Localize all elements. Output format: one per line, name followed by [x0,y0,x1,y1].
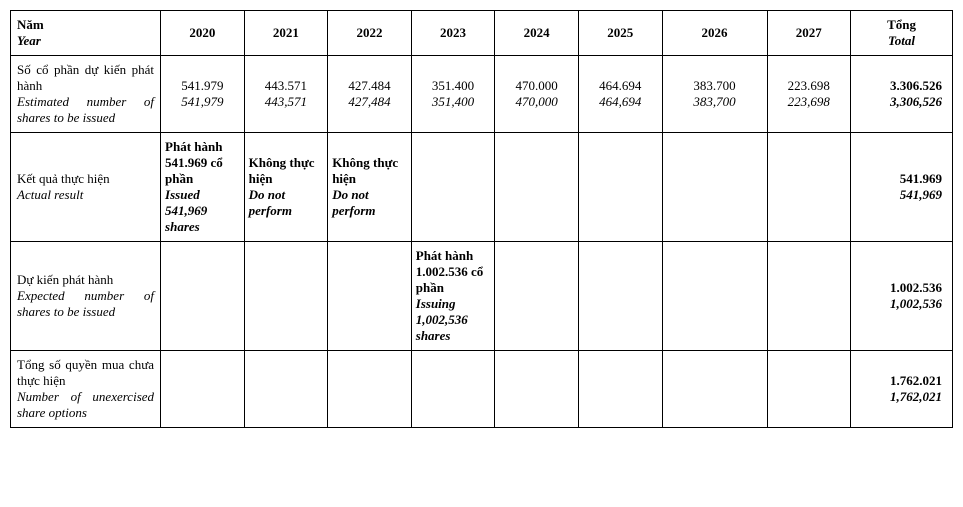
estimated-2027: 223.698223,698 [767,56,851,133]
header-total: Tổng Total [851,11,953,56]
unexercised-label-en: Number of unexercised share options [17,389,154,421]
estimated-2026: 383.700383,700 [662,56,767,133]
header-year-2026: 2026 [662,11,767,56]
actual-label-vi: Kết quả thực hiện [17,171,154,187]
estimated-label-vi: Số cổ phần dự kiến phát hành [17,62,154,94]
header-row: Năm Year 2020 2021 2022 2023 2024 2025 2… [11,11,953,56]
actual-2026 [662,133,767,242]
expected-label-vi: Dự kiến phát hành [17,272,154,288]
row-actual: Kết quả thực hiện Actual result Phát hàn… [11,133,953,242]
expected-2022 [328,242,412,351]
unexercised-2027 [767,351,851,428]
unexercised-total: 1.762.0211,762,021 [851,351,953,428]
unexercised-2024 [495,351,579,428]
actual-label-en: Actual result [17,187,154,203]
header-label-vi: Năm [17,17,154,33]
actual-total: 541.969541,969 [851,133,953,242]
header-year-2021: 2021 [244,11,328,56]
header-label: Năm Year [11,11,161,56]
expected-total: 1.002.5361,002,536 [851,242,953,351]
actual-2027 [767,133,851,242]
header-year-2020: 2020 [161,11,245,56]
expected-2027 [767,242,851,351]
unexercised-2020 [161,351,245,428]
header-year-2027: 2027 [767,11,851,56]
header-year-2023: 2023 [411,11,495,56]
expected-2024 [495,242,579,351]
actual-2022: Không thực hiệnDo not perform [328,133,412,242]
expected-2020 [161,242,245,351]
header-total-vi: Tổng [857,17,946,33]
expected-2023: Phát hành 1.002.536 cổ phầnIssuing 1,002… [411,242,495,351]
estimated-2023: 351.400351,400 [411,56,495,133]
unexercised-label-vi: Tổng số quyền mua chưa thực hiện [17,357,154,389]
header-year-2024: 2024 [495,11,579,56]
estimated-label-en: Estimated number of shares to be issued [17,94,154,126]
unexercised-label: Tổng số quyền mua chưa thực hiện Number … [11,351,161,428]
actual-2020: Phát hành 541.969 cổ phầnIssued 541,969 … [161,133,245,242]
header-year-2025: 2025 [578,11,662,56]
row-unexercised: Tổng số quyền mua chưa thực hiện Number … [11,351,953,428]
unexercised-2021 [244,351,328,428]
expected-2026 [662,242,767,351]
expected-label: Dự kiến phát hành Expected number of sha… [11,242,161,351]
estimated-2024: 470.000470,000 [495,56,579,133]
actual-2023 [411,133,495,242]
unexercised-2022 [328,351,412,428]
unexercised-2025 [578,351,662,428]
actual-label: Kết quả thực hiện Actual result [11,133,161,242]
actual-2024 [495,133,579,242]
header-label-en: Year [17,33,154,49]
estimated-2022: 427.484427,484 [328,56,412,133]
estimated-2025: 464.694464,694 [578,56,662,133]
row-estimated: Số cổ phần dự kiến phát hành Estimated n… [11,56,953,133]
unexercised-2026 [662,351,767,428]
share-options-table: Năm Year 2020 2021 2022 2023 2024 2025 2… [10,10,953,428]
actual-2021: Không thực hiệnDo not perform [244,133,328,242]
estimated-label: Số cổ phần dự kiến phát hành Estimated n… [11,56,161,133]
estimated-total: 3.306.5263,306,526 [851,56,953,133]
header-total-en: Total [857,33,946,49]
actual-2025 [578,133,662,242]
estimated-2021: 443.571443,571 [244,56,328,133]
unexercised-2023 [411,351,495,428]
row-expected: Dự kiến phát hành Expected number of sha… [11,242,953,351]
expected-label-en: Expected number of shares to be issued [17,288,154,320]
header-year-2022: 2022 [328,11,412,56]
estimated-2020: 541.979541,979 [161,56,245,133]
expected-2021 [244,242,328,351]
expected-2025 [578,242,662,351]
